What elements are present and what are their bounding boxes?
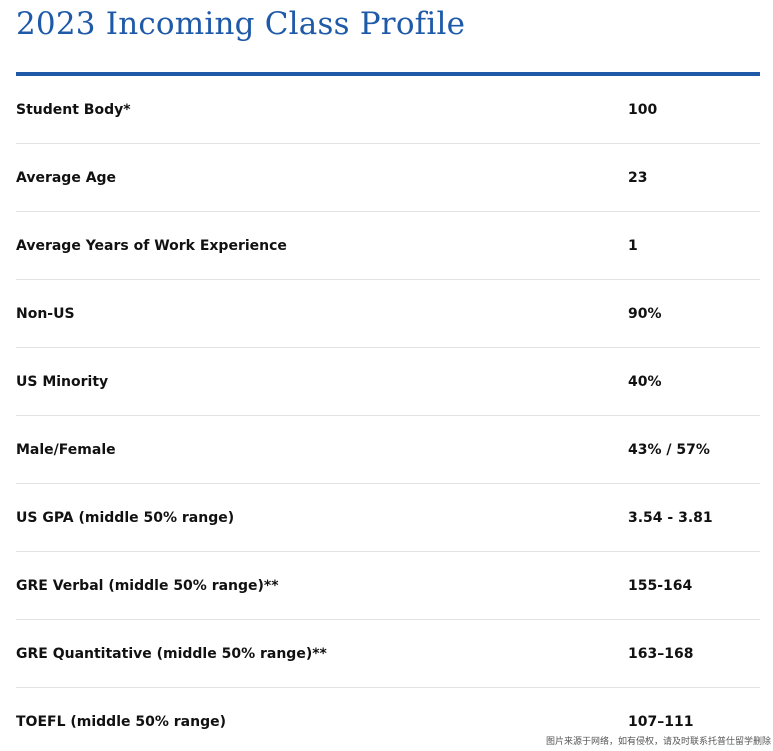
row-value: 23 [628,170,648,186]
row-value: 163–168 [628,646,694,662]
row-label: Non-US [16,306,75,322]
row-value: 3.54 - 3.81 [628,510,713,526]
row-label: US Minority [16,374,109,390]
table-row: TOEFL (middle 50% range) 107–111 [16,688,760,751]
row-value: 40% [628,374,662,390]
table-row: US Minority 40% [16,348,760,416]
class-profile-table: Student Body* 100 Average Age 23 Average… [16,76,760,751]
title-divider [16,72,760,76]
table-row: Male/Female 43% / 57% [16,416,760,484]
row-value: 1 [628,238,638,254]
row-label: GRE Verbal (middle 50% range)** [16,578,279,594]
row-label: US GPA (middle 50% range) [16,510,235,526]
table-row: Non-US 90% [16,280,760,348]
image-watermark: 图片来源于网络，如有侵权，请及时联系托普仕留学删除 [545,737,771,747]
table-row: Average Years of Work Experience 1 [16,212,760,280]
table-row: GRE Verbal (middle 50% range)** 155-164 [16,552,760,620]
row-label: Average Age [16,170,117,186]
row-value: 43% / 57% [628,442,710,458]
row-label: TOEFL (middle 50% range) [16,714,226,730]
table-row: Student Body* 100 [16,76,760,144]
row-value: 100 [628,102,658,118]
page-title: 2023 Incoming Class Profile [16,6,466,42]
row-value: 107–111 [628,714,694,730]
table-row: GRE Quantitative (middle 50% range)** 16… [16,620,760,688]
row-value: 90% [628,306,662,322]
row-label: GRE Quantitative (middle 50% range)** [16,646,327,662]
table-row: Average Age 23 [16,144,760,212]
row-label: Average Years of Work Experience [16,238,287,254]
row-value: 155-164 [628,578,693,594]
table-row: US GPA (middle 50% range) 3.54 - 3.81 [16,484,760,552]
row-label: Student Body* [16,102,131,118]
row-label: Male/Female [16,442,116,458]
